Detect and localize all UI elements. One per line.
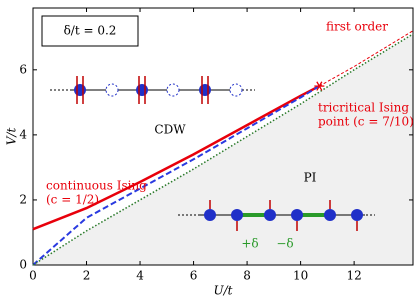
y-tick-label: 4 xyxy=(19,127,27,141)
x-tick-label: 6 xyxy=(190,269,198,283)
site xyxy=(324,209,336,221)
empty-site xyxy=(166,83,180,97)
annotation: δ/t = 0.2 xyxy=(64,24,117,38)
x-tick-label: 2 xyxy=(83,269,91,283)
y-tick-label: 6 xyxy=(19,62,27,76)
y-tick-label: 2 xyxy=(19,192,27,206)
site xyxy=(264,209,276,221)
plot-frame xyxy=(32,7,414,266)
site xyxy=(351,209,363,221)
boundary-line xyxy=(32,85,320,266)
shade-layer xyxy=(33,34,413,266)
site xyxy=(199,84,211,96)
boundary-line xyxy=(32,84,320,231)
x-tick-label: 12 xyxy=(346,269,361,283)
spins xyxy=(76,76,209,104)
star-arm xyxy=(316,81,323,91)
annotation: (c = 1/2) xyxy=(46,193,99,207)
pi-region xyxy=(33,34,413,266)
x-tick-label: 4 xyxy=(136,269,144,283)
annotation: PI xyxy=(304,171,317,185)
empty-site xyxy=(105,83,119,97)
sites xyxy=(204,209,363,221)
site xyxy=(136,84,148,96)
param-box xyxy=(41,15,139,47)
annotation: continuous Ising xyxy=(46,179,147,193)
x-tick-label: 0 xyxy=(29,269,37,283)
y-tick-label: 0 xyxy=(19,258,27,272)
boundary-line xyxy=(319,30,414,87)
cartoon-layer xyxy=(50,76,375,231)
annotation: tricritical Ising xyxy=(318,101,409,115)
annotation: CDW xyxy=(154,123,186,137)
annotation: −δ xyxy=(276,237,293,251)
site xyxy=(231,209,243,221)
annotation: first order xyxy=(326,20,388,34)
tricritical-point xyxy=(314,81,325,91)
boundary-line xyxy=(32,33,414,266)
y-axis-label: V/t xyxy=(5,128,19,146)
x-tick-label: 10 xyxy=(293,269,308,283)
x-tick-label: 8 xyxy=(243,269,251,283)
site xyxy=(204,209,216,221)
site xyxy=(74,84,86,96)
empty-sites xyxy=(105,83,243,97)
empty-site xyxy=(229,83,243,97)
x-axis-label: U/t xyxy=(214,284,233,296)
annotation: +δ xyxy=(241,237,258,251)
annotation: point (c = 7/10) xyxy=(318,115,414,129)
spins xyxy=(209,200,358,231)
site xyxy=(291,209,303,221)
